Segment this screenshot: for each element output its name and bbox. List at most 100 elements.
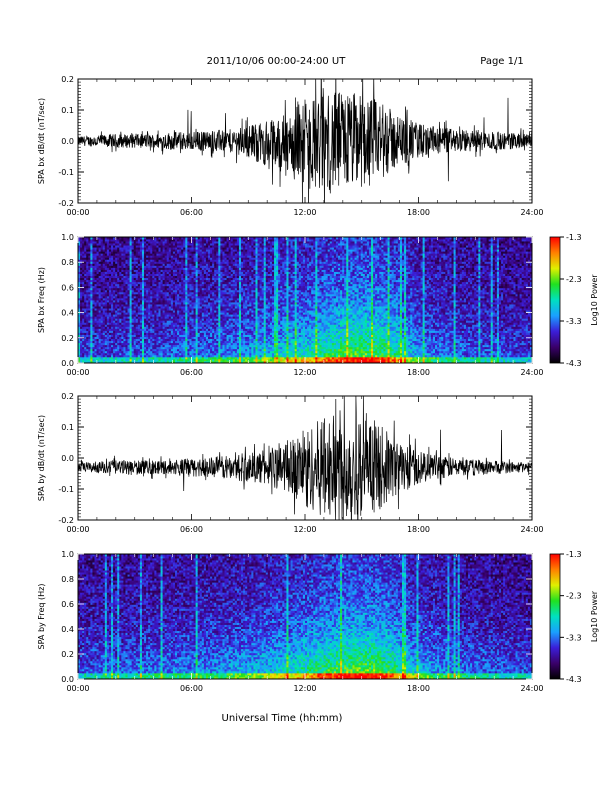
spectrogram-cell	[189, 308, 192, 311]
spectrogram-cell	[139, 293, 143, 297]
spectrogram-cell	[216, 273, 219, 277]
spectrogram-cell	[98, 360, 102, 363]
spectrogram-cell	[172, 297, 176, 301]
spectrogram-cell	[102, 312, 106, 315]
spectrogram-cell	[152, 326, 155, 329]
spectrogram-cell	[212, 245, 215, 248]
spectrogram-cell	[111, 253, 114, 256]
spectrogram-cell	[216, 267, 219, 270]
spectrogram-cell	[137, 261, 141, 264]
spectrogram-cell	[117, 310, 120, 313]
spectrogram-cell	[146, 245, 149, 248]
spectrogram-cell	[183, 247, 186, 250]
spectrogram-cell	[108, 287, 112, 291]
spectrogram-cell	[170, 287, 174, 291]
spectrogram-cell	[210, 277, 213, 281]
spectrogram-cell	[82, 291, 85, 295]
spectrogram-cell	[121, 275, 124, 279]
spectrogram-cell	[139, 247, 143, 250]
spectrogram-cell	[86, 253, 89, 256]
spectrogram-cell	[156, 259, 159, 262]
spectrogram-cell	[152, 275, 155, 279]
spectrogram-cell	[150, 312, 153, 315]
spectrogram-cell	[158, 330, 161, 333]
spectrogram-cell	[90, 336, 93, 340]
spectrogram-cell	[90, 300, 93, 303]
spectrogram-cell	[125, 360, 128, 363]
spectrogram-cell	[94, 310, 97, 313]
spectrogram-cell	[183, 261, 186, 264]
spectrogram-cell	[216, 285, 219, 289]
spectrogram-cell	[220, 289, 223, 293]
spectrogram-cell	[205, 302, 209, 305]
spectrogram-cell	[193, 312, 197, 315]
spectrogram-cell	[177, 257, 180, 260]
spectrogram-cell	[154, 344, 157, 348]
spectrogram-cell	[125, 346, 128, 350]
spectrogram-cell	[181, 289, 184, 293]
spectrogram-cell	[94, 348, 97, 352]
spectrogram-cell	[208, 285, 211, 289]
spectrogram-cell	[125, 237, 128, 240]
spectrogram-cell	[125, 334, 128, 337]
spectrogram-cell	[92, 310, 95, 313]
spectrogram-cell	[84, 360, 87, 363]
spectrogram-cell	[216, 354, 219, 358]
spectrogram-cell	[220, 312, 223, 315]
spectrogram-cell	[168, 312, 172, 315]
spectrogram-cell	[117, 241, 120, 244]
spectrogram-cell	[119, 291, 122, 295]
spectrogram-cell	[135, 360, 139, 363]
spectrogram-cell	[212, 253, 215, 256]
spectrogram-cell	[152, 295, 155, 299]
spectrogram-cell	[170, 354, 174, 358]
spectrogram-cell	[177, 308, 180, 311]
spectrogram-cell	[78, 320, 81, 323]
spectrogram-cell	[82, 259, 85, 262]
spectrogram-cell	[212, 295, 215, 299]
spectrogram-cell	[125, 326, 128, 329]
spectrogram-cell	[162, 324, 166, 327]
spectrogram-cell	[94, 251, 97, 254]
spectrogram-cell	[84, 277, 87, 281]
spectrogram-cell	[106, 336, 110, 340]
spectrogram-cell	[160, 243, 164, 246]
spectrogram-cell	[154, 304, 157, 307]
spectrogram-cell	[179, 257, 182, 260]
spectrogram-cell	[150, 245, 153, 248]
spectrogram-cell	[183, 340, 186, 344]
spectrogram-cell	[183, 302, 186, 305]
spectrogram-cell	[195, 310, 199, 313]
spectrogram-cell	[82, 273, 85, 277]
spectrogram-cell	[84, 257, 87, 260]
spectrogram-cell	[86, 310, 89, 313]
spectrogram-cell	[98, 316, 102, 319]
spectrogram-cell	[98, 348, 102, 352]
spectrogram-cell	[108, 263, 112, 266]
spectrogram-cell	[203, 261, 207, 264]
spectrogram-cell	[121, 358, 124, 362]
spectrogram-cell	[208, 267, 211, 270]
spectrogram-cell	[100, 243, 104, 246]
spectrogram-cell	[205, 340, 209, 344]
spectrogram-cell	[197, 334, 201, 337]
spectrogram-cell	[133, 243, 137, 246]
spectrogram-cell	[88, 273, 91, 277]
spectrogram-cell	[108, 326, 112, 329]
spectrogram-cell	[172, 253, 176, 256]
spectrogram-cell	[164, 269, 168, 272]
spectrogram-cell	[113, 352, 116, 356]
spectrogram-cell	[187, 314, 190, 317]
spectrogram-cell	[150, 249, 153, 252]
spectrogram-cell	[189, 257, 192, 260]
spectrogram-cell	[150, 338, 153, 342]
spectrogram-cell	[98, 302, 102, 305]
spectrogram-cell	[102, 257, 106, 260]
spectrogram-cell	[78, 312, 81, 315]
spectrogram-cell	[166, 314, 170, 317]
spectrogram-cell	[158, 350, 161, 354]
spectrogram-cell	[197, 289, 201, 293]
spectrogram-cell	[106, 263, 110, 266]
spectrogram-cell	[106, 281, 110, 285]
spectrogram-cell	[92, 330, 95, 333]
